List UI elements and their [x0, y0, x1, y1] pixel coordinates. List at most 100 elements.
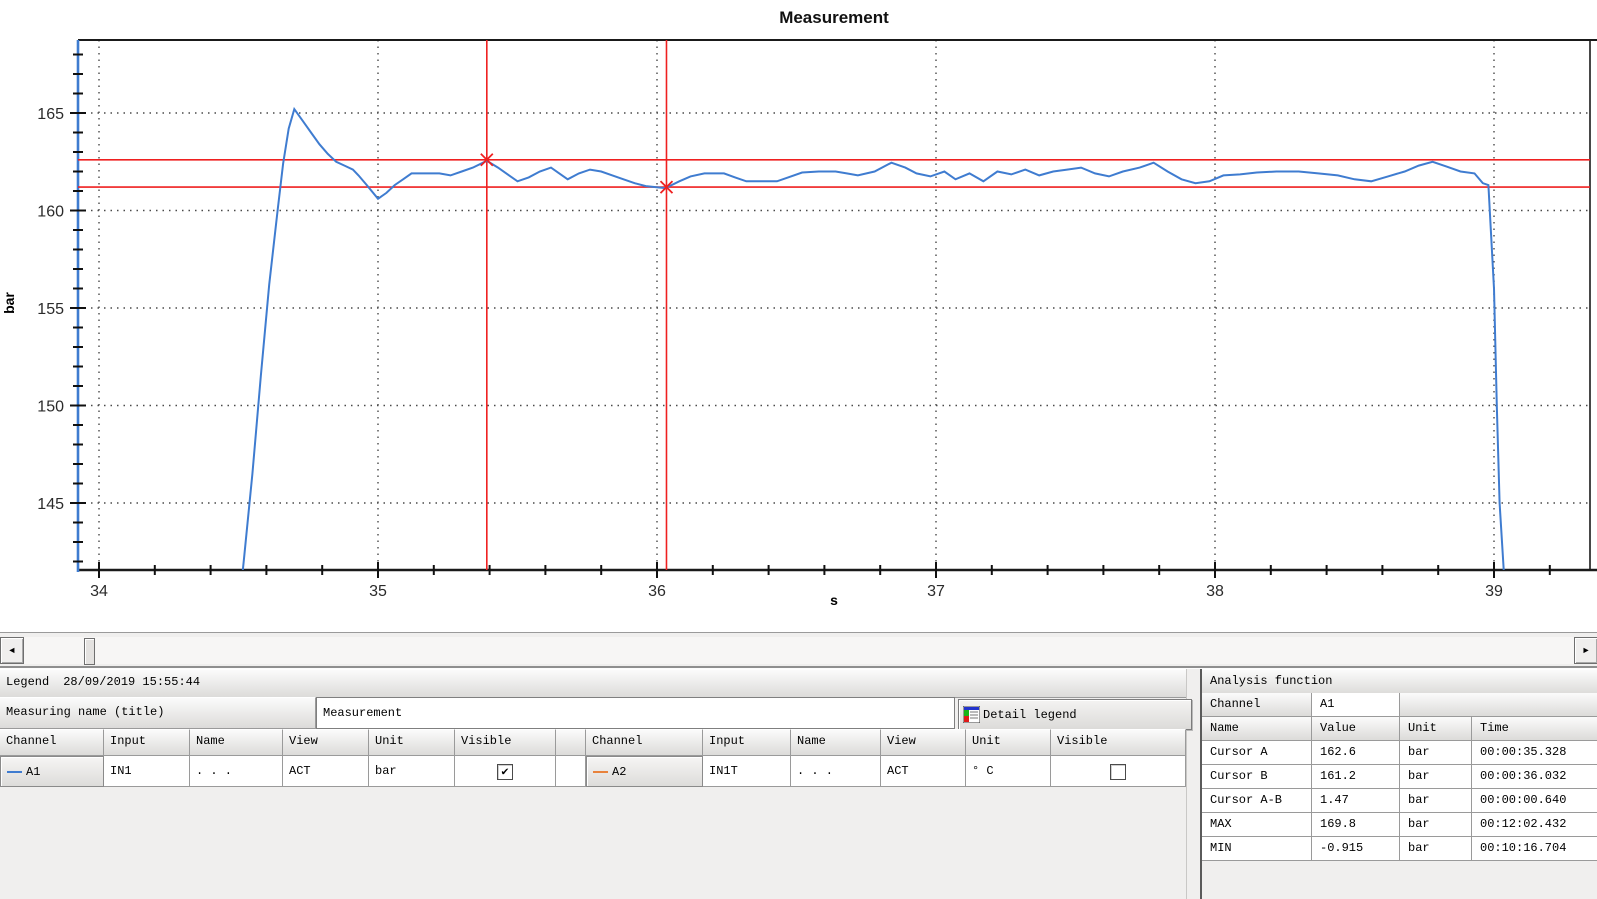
analysis-panel: Analysis function Channel A1 Name Value … [1200, 669, 1597, 899]
analysis-value-cell: 1.47 [1312, 789, 1400, 813]
scroll-left-icon: ◄ [9, 645, 15, 656]
analysis-col-name: Name [1202, 717, 1312, 741]
channel-table-row: A1 IN1 . . . ACT bar ✔ A2 IN1T . . . ACT… [0, 756, 1186, 787]
analysis-row-cursor-b: Cursor B 161.2 bar 00:00:36.032 [1202, 765, 1597, 789]
svg-text:39: 39 [1485, 583, 1503, 600]
channel-a1-name[interactable]: . . . [190, 756, 283, 787]
col-input-2: Input [703, 729, 791, 756]
analysis-unit-cell: bar [1400, 765, 1472, 789]
analysis-unit-cell: bar [1400, 837, 1472, 861]
col-visible-1: Visible [455, 729, 556, 756]
analysis-title: Analysis function [1210, 674, 1333, 688]
analysis-value-cell: 161.2 [1312, 765, 1400, 789]
measuring-name-input[interactable]: Measurement [316, 697, 955, 729]
bottom-panel: ◄ ► Legend 28/09/2019 15:55:44 Measuring… [0, 632, 1597, 899]
channel-table-header: Channel Input Name View Unit Visible Cha… [0, 729, 1186, 756]
channel-a1-unit[interactable]: bar [369, 756, 455, 787]
gap-cell [556, 756, 586, 787]
channel-a1-visible-cell: ✔ [455, 756, 556, 787]
channel-a1-input[interactable]: IN1 [104, 756, 190, 787]
analysis-name-cell: MAX [1202, 813, 1312, 837]
col-view-2: View [881, 729, 966, 756]
analysis-col-value: Value [1312, 717, 1400, 741]
svg-text:34: 34 [90, 583, 108, 600]
analysis-name-cell: Cursor B [1202, 765, 1312, 789]
detail-legend-label: Detail legend [983, 707, 1077, 722]
analysis-channel-row: Channel A1 [1202, 693, 1597, 717]
svg-text:36: 36 [648, 583, 666, 600]
analysis-unit-cell: bar [1400, 741, 1472, 765]
svg-text:155: 155 [37, 301, 64, 318]
channel-a1-color-sample [7, 770, 22, 773]
channel-a2-visible-checkbox[interactable] [1110, 764, 1126, 780]
x-axis-label: s [830, 592, 838, 608]
analysis-time-cell: 00:00:35.328 [1472, 741, 1597, 765]
analysis-time-cell: 00:00:36.032 [1472, 765, 1597, 789]
analysis-time-cell: 00:00:00.640 [1472, 789, 1597, 813]
chart-title: Measurement [779, 8, 889, 27]
analysis-row-cursor-a: Cursor A 162.6 bar 00:00:35.328 [1202, 741, 1597, 765]
channel-a1-label: A1 [26, 764, 41, 779]
scroll-right-button[interactable]: ► [1574, 637, 1597, 664]
col-channel-1: Channel [0, 729, 104, 756]
channel-a1-visible-checkbox[interactable]: ✔ [497, 764, 513, 780]
svg-text:165: 165 [37, 106, 64, 123]
analysis-time-cell: 00:10:16.704 [1472, 837, 1597, 861]
channel-a2-label: A2 [612, 764, 627, 779]
analysis-unit-cell: bar [1400, 789, 1472, 813]
measuring-name-row: Measuring name (title) Measurement [0, 697, 1186, 729]
analysis-header-row: Name Value Unit Time [1202, 717, 1597, 741]
col-unit-1: Unit [369, 729, 455, 756]
svg-text:150: 150 [37, 399, 64, 416]
analysis-value-cell: -0.915 [1312, 837, 1400, 861]
analysis-channel-filler [1400, 693, 1597, 717]
channel-a1-button[interactable]: A1 [0, 756, 104, 787]
analysis-col-unit: Unit [1400, 717, 1472, 741]
svg-text:38: 38 [1206, 583, 1224, 600]
channel-a1-view[interactable]: ACT [283, 756, 369, 787]
col-gap [556, 729, 586, 756]
col-name-2: Name [791, 729, 881, 756]
analysis-title-row: Analysis function [1202, 669, 1597, 695]
measuring-name-label: Measuring name (title) [0, 697, 316, 729]
channel-a2-color-sample [593, 770, 608, 773]
col-unit-2: Unit [966, 729, 1051, 756]
detail-legend-icon [963, 706, 980, 723]
analysis-unit-cell: bar [1400, 813, 1472, 837]
channel-a2-view[interactable]: ACT [881, 756, 966, 787]
analysis-name-cell: Cursor A [1202, 741, 1312, 765]
analysis-value-cell: 169.8 [1312, 813, 1400, 837]
analysis-col-time: Time [1472, 717, 1597, 741]
col-input-1: Input [104, 729, 190, 756]
legend-header-label: Legend [6, 675, 50, 689]
legend-header-datetime: 28/09/2019 15:55:44 [63, 675, 201, 689]
svg-text:145: 145 [37, 496, 64, 513]
scroll-left-button[interactable]: ◄ [0, 637, 24, 664]
channel-a2-unit[interactable]: ° C [966, 756, 1051, 787]
analysis-channel-value[interactable]: A1 [1312, 693, 1400, 717]
channel-a2-input[interactable]: IN1T [703, 756, 791, 787]
panel-separator [0, 666, 1597, 669]
col-view-1: View [283, 729, 369, 756]
scrollbar-thumb[interactable] [84, 638, 95, 665]
svg-text:37: 37 [927, 583, 945, 600]
scroll-right-icon: ► [1583, 645, 1589, 656]
col-name-1: Name [190, 729, 283, 756]
legend-header: Legend 28/09/2019 15:55:44 [0, 669, 1186, 698]
measurement-plot[interactable]: 145 150 155 160 165 34 35 36 37 38 39 [0, 0, 1597, 632]
analysis-row-max: MAX 169.8 bar 00:12:02.432 [1202, 813, 1597, 837]
analysis-channel-label: Channel [1202, 693, 1312, 717]
horizontal-scrollbar[interactable]: ◄ ► [0, 637, 1597, 665]
analysis-row-cursor-a-b: Cursor A-B 1.47 bar 00:00:00.640 [1202, 789, 1597, 813]
analysis-time-cell: 00:12:02.432 [1472, 813, 1597, 837]
col-visible-2: Visible [1051, 729, 1186, 756]
channel-a2-visible-cell [1051, 756, 1186, 787]
col-channel-2: Channel [586, 729, 703, 756]
detail-legend-button[interactable]: Detail legend [958, 699, 1192, 730]
svg-text:160: 160 [37, 204, 64, 221]
analysis-value-cell: 162.6 [1312, 741, 1400, 765]
analysis-name-cell: MIN [1202, 837, 1312, 861]
channel-a2-button[interactable]: A2 [586, 756, 703, 787]
channel-a2-name[interactable]: . . . [791, 756, 881, 787]
